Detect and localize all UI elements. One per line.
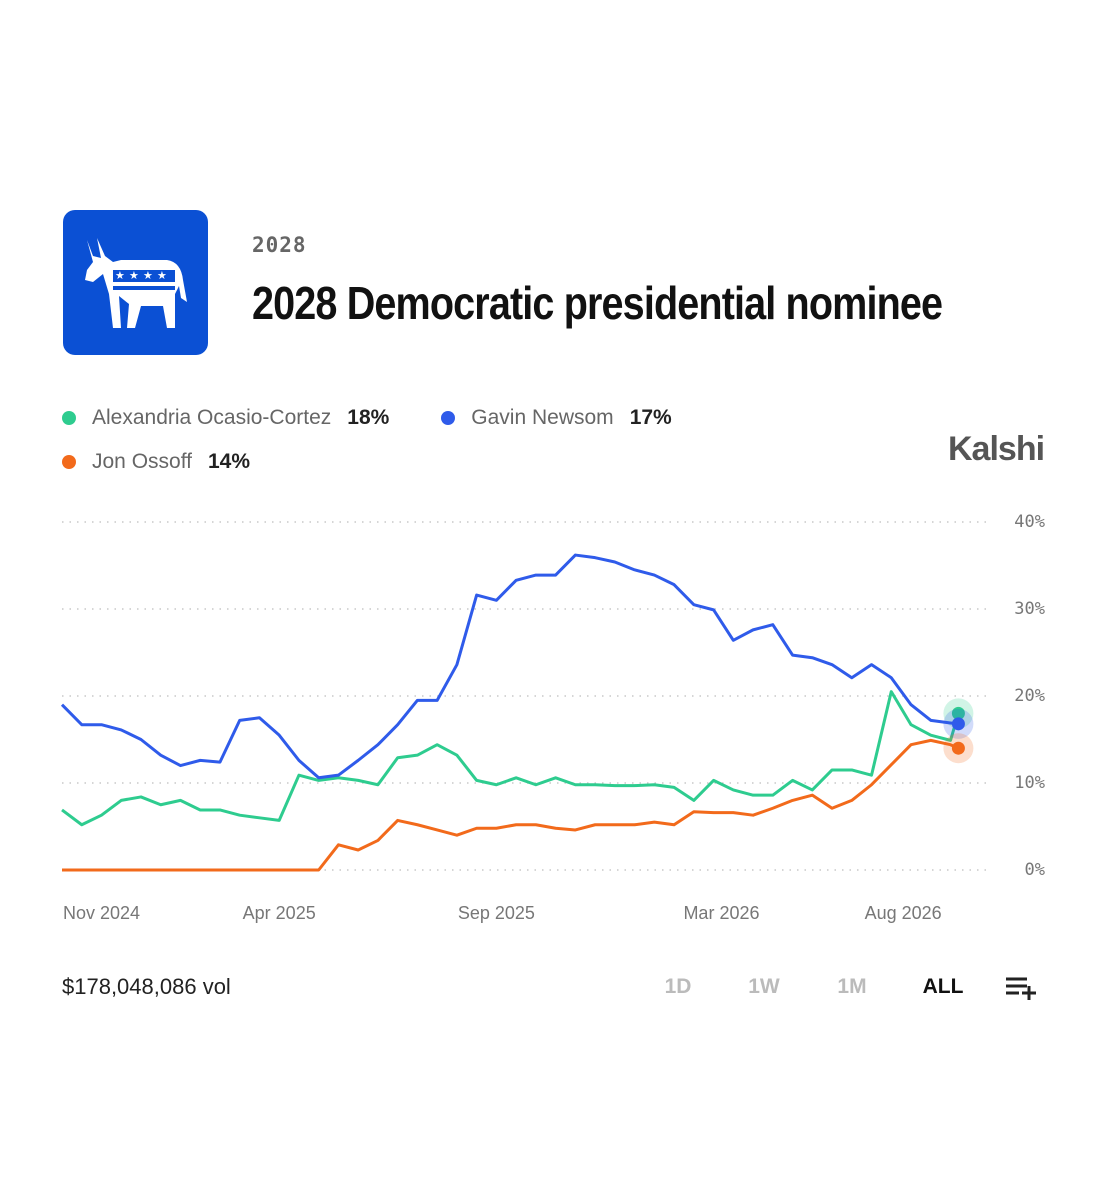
range-button[interactable]: 1M: [837, 975, 867, 998]
end-dot: [951, 706, 965, 720]
range-button[interactable]: 1W: [748, 975, 780, 998]
legend-item: Gavin Newsom 17%: [441, 403, 672, 433]
volume: $178,048,086 vol: [62, 974, 231, 999]
svg-text:★: ★: [157, 269, 167, 282]
add-compare-button[interactable]: [1005, 975, 1039, 1001]
legend-dot: [62, 455, 76, 469]
brand: Kalshi: [948, 430, 1045, 468]
end-dot: [951, 717, 965, 731]
legend-item: Alexandria Ocasio-Cortez 18%: [62, 403, 389, 433]
legend-dot: [441, 411, 456, 425]
legend-value: 17%: [629, 406, 672, 429]
series-line: [60, 553, 959, 780]
legend-name: Gavin Newsom: [471, 406, 614, 429]
legend-value: 18%: [347, 406, 390, 429]
end-dot: [951, 741, 965, 755]
x-tick-label: Aug 2026: [865, 903, 942, 923]
y-tick-label: 20%: [1014, 686, 1045, 706]
series-line: [62, 738, 960, 872]
x-tick-label: Mar 2026: [683, 903, 759, 923]
category: 2028: [252, 233, 307, 257]
x-tick-label: Sep 2025: [458, 903, 535, 923]
range-button[interactable]: ALL: [922, 975, 964, 998]
y-tick-label: 0%: [1025, 860, 1045, 880]
series-line: [61, 690, 960, 827]
y-tick-label: 10%: [1014, 773, 1045, 793]
x-tick-label: Apr 2025: [243, 903, 316, 923]
svg-text:★: ★: [115, 269, 125, 282]
legend-item: Jon Ossoff 14%: [62, 447, 250, 477]
party-icon: ★ ★ ★ ★: [63, 210, 208, 355]
y-tick-label: 30%: [1014, 599, 1045, 619]
title: 2028 Democratic presidential nominee: [252, 277, 943, 329]
legend-name: Alexandria Ocasio-Cortez: [92, 406, 332, 429]
svg-text:★: ★: [143, 269, 153, 282]
chart: 0% 10% 20% 30% 40% Nov 2024 Apr 2025 Sep 2025 Ma…: [60, 512, 1045, 923]
legend-name: Jon Ossoff: [92, 450, 192, 473]
legend-value: 14%: [208, 450, 251, 473]
y-tick-label: 40%: [1014, 512, 1045, 532]
range-button[interactable]: 1D: [664, 975, 692, 998]
svg-text:★: ★: [129, 269, 139, 282]
legend-dot: [62, 411, 76, 425]
legend: Alexandria Ocasio-Cortez 18% Gavin Newsom 1…: [62, 403, 782, 477]
x-tick-label: Nov 2024: [63, 903, 140, 923]
